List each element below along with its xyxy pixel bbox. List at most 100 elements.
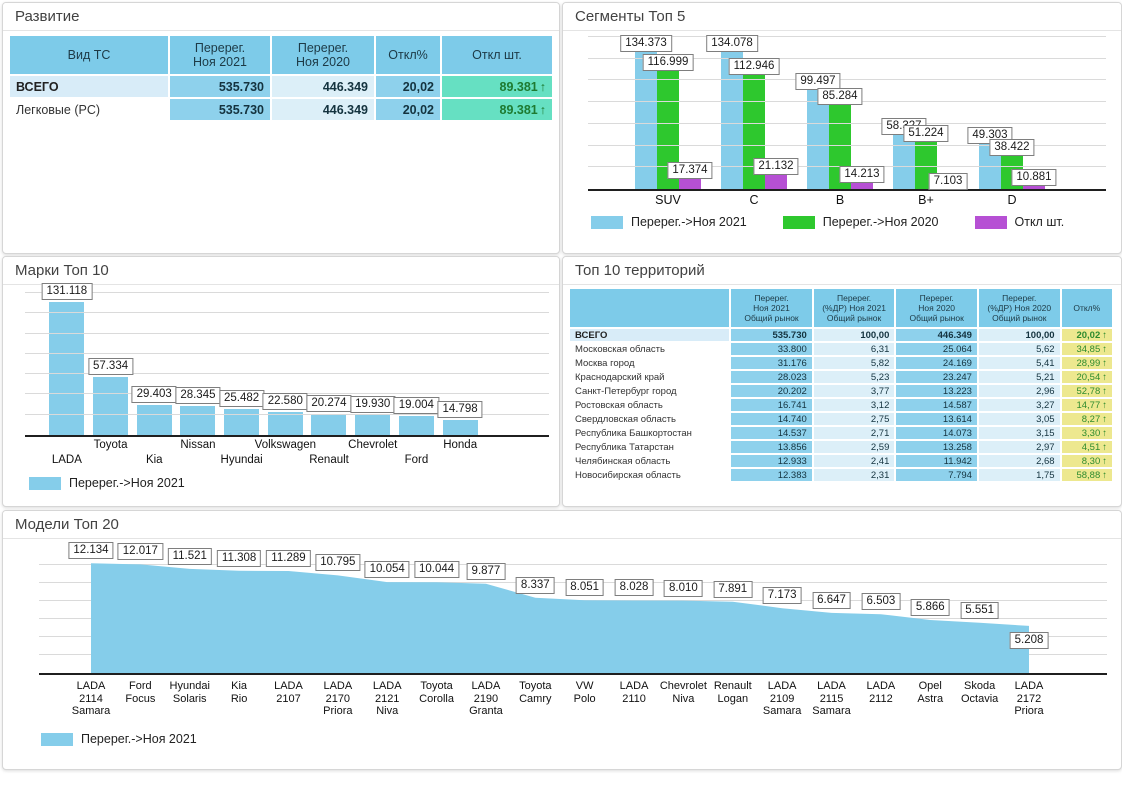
legend-item[interactable]: Перерег.->Ноя 2020 — [782, 215, 939, 229]
razvitie-table-header-row: Вид ТС Перерег. Ноя 2021 Перерег. Ноя 2020… — [10, 36, 552, 74]
bar-Toyota-s0[interactable] — [93, 377, 129, 435]
marki-x-axis: LADA Toyota Kia Nissan Hyundai Volkswagen Rena… — [25, 437, 549, 473]
value-label: 12.017 — [117, 543, 163, 561]
bar-B-s0[interactable] — [807, 81, 829, 189]
axis-label: C — [749, 193, 759, 207]
deviation-pct-cell: 20,02 — [376, 99, 440, 120]
panel-title-territories: Топ 10 территорий — [563, 257, 1121, 285]
value-label: 10.044 — [413, 561, 460, 579]
territories-table-row[interactable]: ВСЕГО 535.730 100,00 446.349 100,00 20,02 ↑ — [570, 329, 1112, 341]
gridline — [39, 563, 1107, 565]
bar-Volkswagen-s0[interactable] — [267, 412, 303, 435]
legend-item[interactable]: Откл шт. — [974, 215, 1064, 229]
territory-cell: Ростовская область — [575, 399, 663, 411]
legend-item[interactable]: Перерег.->Ноя 2021 — [41, 732, 197, 746]
territories-table-row[interactable]: Республика Татарстан 13.856 2,59 13.258 2,97… — [570, 441, 1112, 453]
share-2020-cell: 3,27 — [978, 399, 1060, 411]
deviation-pct-cell: 20,54 ↑ — [1061, 371, 1112, 383]
value-label: 19.930 — [350, 396, 396, 413]
column-header: Перерег. Ноя 2020 Общий рынок — [896, 289, 977, 327]
column-header: Перерег. (%ДР) Ноя 2020 Общий рынок — [978, 289, 1060, 327]
panel-title-models: Модели Топ 20 — [3, 511, 1121, 539]
axis-label: Kia Rio — [230, 680, 248, 705]
territories-table-row[interactable]: Ростовская область 16.741 3,12 14.587 3,27 14… — [570, 399, 1112, 411]
bar-Renault-s0[interactable] — [311, 414, 347, 435]
value-label: 10.054 — [364, 561, 410, 579]
axis-label: Ford — [404, 454, 429, 466]
column-header: Вид ТС — [10, 36, 168, 74]
share-2021-cell: 2,71 — [813, 427, 895, 439]
bar-Hyundai-s0[interactable] — [224, 409, 260, 435]
territories-table-row[interactable]: Московская область 33.800 6,31 25.064 5,62 34… — [570, 343, 1112, 355]
segments-x-axis: SUV C B B+ D — [625, 193, 1055, 207]
territories-table-row[interactable]: Челябинская область 12.933 2,41 11.942 2,68 8… — [570, 455, 1112, 467]
trend-up-icon: ↑ — [1102, 413, 1107, 425]
column-header: Откл шт. — [442, 36, 552, 74]
value-label: 10.881 — [1011, 169, 1057, 186]
column-header: Перерег. Ноя 2021 — [170, 36, 270, 74]
bar-Nissan-s0[interactable] — [180, 406, 216, 435]
bar-B-s1[interactable] — [829, 96, 851, 189]
legend-item[interactable]: Перерег.->Ноя 2021 — [29, 476, 185, 490]
legend-label: Перерег.->Ноя 2021 — [69, 476, 185, 490]
value-label: 116.999 — [642, 54, 694, 71]
bar-Chevrolet-s0[interactable] — [355, 415, 391, 435]
value-label: 6.503 — [861, 593, 901, 611]
column-header: Перерег. Ноя 2020 — [272, 36, 374, 74]
models-legend: Перерег.->Ноя 2021 — [41, 732, 197, 746]
models-area-series[interactable] — [39, 551, 1107, 673]
razvitie-table-row[interactable]: ВСЕГО 535.730 446.349 20,02 89.381 ↑ — [10, 76, 552, 97]
value-label: 21.132 — [753, 158, 799, 175]
deviation-units-cell: 89.381 ↑ — [442, 99, 552, 120]
bar-group-Chevrolet: 19.930 — [350, 396, 396, 435]
axis-label: Ford Focus — [125, 680, 156, 705]
value-label: 25.482 — [219, 390, 265, 407]
value-label: 11.308 — [216, 549, 262, 567]
bar-Kia-s0[interactable] — [136, 405, 172, 435]
bar-group-C: 134.078 112.946 21.132 — [706, 35, 799, 189]
territory-cell: Республика Башкортостан — [575, 427, 692, 439]
share-2021-cell: 2,59 — [813, 441, 895, 453]
reg-2021-cell: 16.741 — [731, 399, 812, 411]
reg-2021-cell: 13.856 — [731, 441, 812, 453]
territories-table-row[interactable]: Республика Башкортостан 14.537 2,71 14.073 3… — [570, 427, 1112, 439]
bar-group-Ford: 19.004 — [393, 397, 439, 435]
territories-table-row[interactable]: Санкт-Петербург город 20.202 3,77 13.223 2,9… — [570, 385, 1112, 397]
territories-table-row[interactable]: Краснодарский край 28.023 5,23 23.247 5,21 20… — [570, 371, 1112, 383]
trend-up-icon: ↑ — [1102, 343, 1107, 355]
trend-up-icon: ↑ — [1102, 357, 1107, 369]
gridline — [25, 413, 549, 415]
value-label: 134.078 — [706, 35, 758, 52]
axis-label: LADA — [51, 454, 82, 466]
bar-group-Volkswagen: 22.580 — [262, 393, 308, 435]
territories-table-row[interactable]: Свердловская область 14.740 2,75 13.614 3,05… — [570, 413, 1112, 425]
razvitie-table: Вид ТС Перерег. Ноя 2021 Перерег. Ноя 2020… — [8, 34, 554, 122]
deviation-pct-cell: 14,77 ↑ — [1061, 399, 1112, 411]
razvitie-table-row[interactable]: Легковые (PC) 535.730 446.349 20,02 89.381 ↑ — [10, 99, 552, 120]
bar-SUV-s1[interactable] — [657, 62, 679, 189]
reg-2021-cell: 31.176 — [731, 357, 812, 369]
territories-table-row[interactable]: Москва город 31.176 5,82 24.169 5,41 28,99 ↑ — [570, 357, 1112, 369]
deviation-pct-cell: 4,51 ↑ — [1061, 441, 1112, 453]
share-2021-cell: 6,31 — [813, 343, 895, 355]
legend-item[interactable]: Перерег.->Ноя 2021 — [591, 215, 747, 229]
territories-table-row[interactable]: Новосибирская область 12.383 2,31 7.794 1,75… — [570, 469, 1112, 481]
gridline — [25, 312, 549, 314]
share-2021-cell: 2,75 — [813, 413, 895, 425]
legend-swatch — [782, 215, 815, 229]
models-chart-plot: 12.134 12.017 11.521 11.308 11.289 10.795 10.0… — [39, 542, 1107, 675]
bar-Ford-s0[interactable] — [398, 416, 434, 435]
territory-cell: Свердловская область — [575, 413, 676, 425]
value-label: 5.208 — [1009, 631, 1049, 649]
value-label: 5.551 — [960, 601, 1000, 619]
trend-up-icon: ↑ — [539, 79, 546, 94]
bar-Honda-s0[interactable] — [442, 420, 478, 435]
value-label: 17.374 — [667, 162, 713, 179]
deviation-pct-cell: 8,27 ↑ — [1061, 413, 1112, 425]
reg-2020-cell: 13.614 — [896, 413, 977, 425]
legend-swatch — [591, 215, 623, 229]
value-label: 14.213 — [839, 166, 885, 183]
reg-2021-cell: 535.730 — [170, 76, 270, 97]
bar-LADA-s0[interactable] — [49, 302, 85, 435]
